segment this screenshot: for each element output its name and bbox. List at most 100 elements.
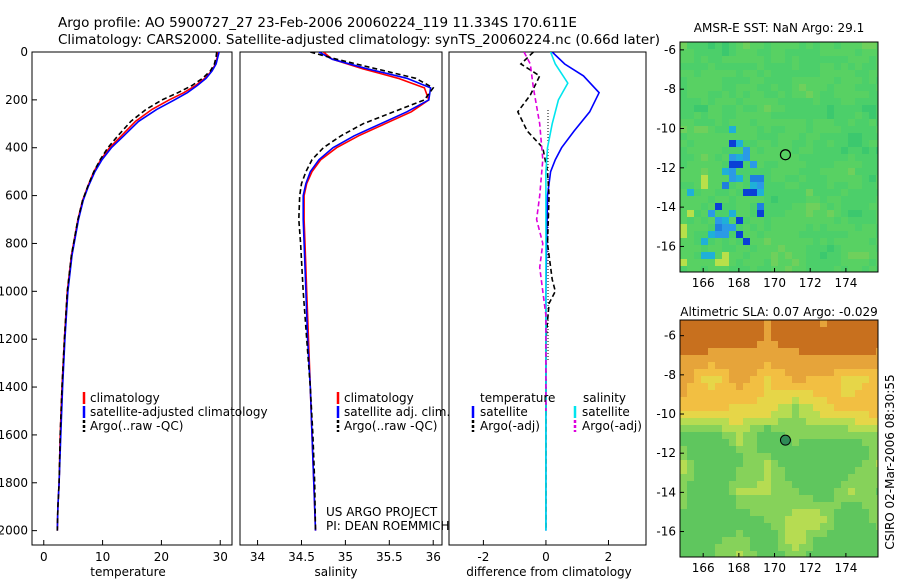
heatmap-cell: [771, 404, 778, 411]
heatmap-cell: [680, 56, 687, 63]
heatmap-cell: [764, 446, 771, 453]
heatmap-cell: [813, 189, 820, 196]
heatmap-cell: [771, 154, 778, 161]
heatmap-cell: [680, 119, 687, 126]
heatmap-cell: [869, 404, 876, 411]
heatmap-cell: [855, 224, 862, 231]
heatmap-cell: [715, 502, 722, 509]
map-x-tick-label: 166: [692, 561, 715, 575]
heatmap-cell: [764, 245, 771, 252]
heatmap-cell: [722, 70, 729, 77]
legend-label-satellite-adjusted: satellite-adjusted climatology: [90, 405, 268, 419]
heatmap-cell: [680, 70, 687, 77]
heatmap-cell: [750, 140, 757, 147]
heatmap-cell: [827, 390, 834, 397]
heatmap-cell: [750, 376, 757, 383]
heatmap-cell: [715, 355, 722, 362]
heatmap-cell: [820, 341, 827, 348]
heatmap-cell: [799, 348, 806, 355]
heatmap-cell: [827, 544, 834, 551]
heatmap-cell: [841, 537, 848, 544]
heatmap-cell: [834, 133, 841, 140]
heatmap-cell: [771, 502, 778, 509]
heatmap-cell: [729, 203, 736, 210]
heatmap-cell: [855, 63, 862, 70]
heatmap-cell: [806, 418, 813, 425]
heatmap-cell: [855, 182, 862, 189]
heatmap-cell: [771, 140, 778, 147]
heatmap-cell: [841, 446, 848, 453]
heatmap-cell: [841, 217, 848, 224]
heatmap-cell: [701, 320, 708, 327]
heatmap-cell: [834, 224, 841, 231]
heatmap-cell: [715, 154, 722, 161]
heatmap-cell: [743, 453, 750, 460]
heatmap-cell: [757, 432, 764, 439]
heatmap-cell: [750, 418, 757, 425]
heatmap-cell: [736, 320, 743, 327]
heatmap-cell: [680, 488, 687, 495]
heatmap-cell: [869, 453, 876, 460]
heatmap-cell: [701, 530, 708, 537]
heatmap-cell: [771, 217, 778, 224]
heatmap-cell: [743, 77, 750, 84]
heatmap-cell: [715, 266, 722, 272]
heatmap-cell: [757, 390, 764, 397]
legend-label-climatology: climatology: [344, 391, 414, 405]
heatmap-cell: [848, 439, 855, 446]
heatmap-cell: [680, 245, 687, 252]
heatmap-cell: [799, 49, 806, 56]
heatmap-cell: [813, 70, 820, 77]
heatmap-cell: [806, 91, 813, 98]
heatmap-cell: [813, 168, 820, 175]
heatmap-cell: [778, 544, 785, 551]
heatmap-cell: [750, 523, 757, 530]
heatmap-cell: [855, 126, 862, 133]
heatmap-cell: [708, 488, 715, 495]
heatmap-cell: [778, 231, 785, 238]
heatmap-cell: [848, 453, 855, 460]
heatmap-cell: [694, 217, 701, 224]
heatmap-cell: [855, 77, 862, 84]
heatmap-cell: [708, 77, 715, 84]
heatmap-cell: [680, 77, 687, 84]
heatmap-cell: [855, 453, 862, 460]
heatmap-cell: [841, 418, 848, 425]
heatmap-cell: [820, 196, 827, 203]
heatmap-cell: [841, 224, 848, 231]
heatmap-cell: [813, 411, 820, 418]
heatmap-cell: [869, 334, 876, 341]
heatmap-cell: [827, 404, 834, 411]
heatmap-cell: [827, 397, 834, 404]
heatmap-cell: [848, 432, 855, 439]
heatmap-cell: [792, 523, 799, 530]
heatmap-cell: [855, 537, 862, 544]
heatmap-cell: [722, 91, 729, 98]
heatmap-cell: [715, 182, 722, 189]
heatmap-cell: [827, 91, 834, 98]
heatmap-cell: [701, 161, 708, 168]
heatmap-cell: [820, 56, 827, 63]
heatmap-cell: [841, 495, 848, 502]
map-y-tick-label: -10: [656, 407, 676, 421]
sla-heatmap: [680, 320, 878, 557]
heatmap-cell: [876, 224, 878, 231]
heatmap-cell: [848, 266, 855, 272]
heatmap-cell: [680, 530, 687, 537]
heatmap-cell: [869, 217, 876, 224]
heatmap-cell: [820, 133, 827, 140]
heatmap-cell: [848, 488, 855, 495]
heatmap-cell: [827, 376, 834, 383]
heatmap-cell: [869, 245, 876, 252]
heatmap-cell: [834, 502, 841, 509]
heatmap-cell: [715, 252, 722, 259]
heatmap-cell: [680, 432, 687, 439]
heatmap-cell: [778, 189, 785, 196]
heatmap-cell: [806, 460, 813, 467]
heatmap-cell: [694, 147, 701, 154]
heatmap-cell: [813, 460, 820, 467]
heatmap-cell: [799, 266, 806, 272]
heatmap-cell: [694, 334, 701, 341]
heatmap-cell: [785, 70, 792, 77]
heatmap-cell: [722, 530, 729, 537]
